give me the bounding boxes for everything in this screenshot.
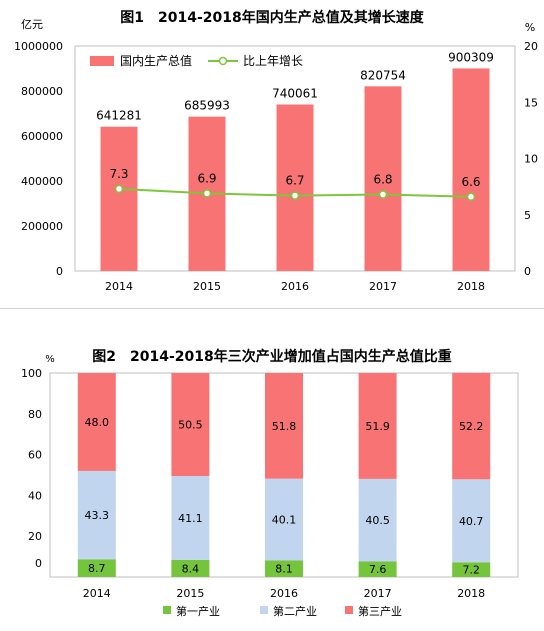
growth-value-label: 6.7	[285, 174, 304, 188]
tertiary-industry-segment	[452, 372, 491, 480]
tertiary-industry-value-label: 51.8	[272, 420, 297, 433]
primary-industry-segment	[452, 562, 491, 577]
y-axis-unit: %	[45, 354, 55, 365]
growth-point	[290, 191, 300, 200]
right-y-tick-label: 5	[524, 209, 531, 222]
left-y-tick-label: 1000000	[14, 40, 63, 53]
primary-industry-segment	[265, 560, 303, 577]
legend-tertiary-swatch	[345, 606, 353, 614]
secondary-industry-value-label: 40.5	[365, 514, 390, 527]
gdp-chart-panel: 图1 2014-2018年国内生产总值及其增长速度 亿元% 0 200000 4000…	[0, 0, 544, 310]
chart1-title: 图1 2014-2018年国内生产总值及其增长速度	[120, 10, 424, 26]
x-tick-label: 2017	[364, 587, 392, 600]
gdp-value-label: 641281	[96, 109, 142, 123]
primary-industry-value-label: 7.2	[462, 564, 480, 577]
secondary-industry-segment	[265, 478, 303, 561]
left-axis-unit: 亿元	[21, 18, 43, 31]
left-y-tick-label: 600000	[21, 130, 63, 143]
left-y-tick-label: 200000	[21, 220, 63, 233]
right-axis-unit: %	[525, 21, 535, 34]
x-tick-label: 2016	[281, 280, 309, 293]
secondary-industry-segment	[171, 476, 210, 560]
secondary-industry-segment	[452, 479, 491, 563]
gdp-bar	[100, 126, 138, 271]
legend-secondary-swatch	[260, 606, 268, 614]
tertiary-industry-value-label: 50.5	[178, 419, 203, 432]
primary-industry-segment	[171, 559, 210, 577]
x-tick-label: 2014	[105, 280, 133, 293]
left-y-tick-label: 800000	[21, 85, 63, 98]
legend-secondary-label: 第二产业	[273, 604, 317, 618]
growth-point	[202, 189, 212, 198]
x-tick-label: 2016	[270, 587, 298, 600]
industry-share-panel: 图2 2014-2018年三次产业增加值占国内生产总值比重 % 0 20 40 60 80…	[0, 340, 544, 627]
primary-industry-value-label: 8.7	[88, 562, 106, 575]
tertiary-industry-value-label: 51.9	[365, 420, 390, 433]
growth-point	[466, 192, 476, 201]
gdp-value-label: 820754	[360, 68, 406, 82]
right-y-tick-label: 20	[524, 40, 538, 53]
x-tick-label: 2014	[83, 587, 111, 600]
y-tick-label: 100	[21, 367, 42, 380]
tertiary-industry-value-label: 48.0	[85, 416, 110, 429]
legend-primary-label: 第一产业	[176, 604, 220, 618]
y-tick-label: 80	[28, 408, 42, 421]
primary-industry-value-label: 8.4	[182, 562, 200, 575]
x-tick-label: 2018	[457, 587, 485, 600]
tertiary-industry-value-label: 52.2	[459, 420, 484, 433]
gdp-growth-chart: 亿元 % 0 200000 400000 600000 800000 1000000 0 5 10 1…	[14, 18, 538, 293]
secondary-industry-value-label: 43.3	[85, 509, 110, 522]
tertiary-industry-segment	[265, 373, 303, 479]
legend-gdp-swatch	[90, 56, 114, 66]
tertiary-industry-segment	[358, 373, 397, 479]
growth-point	[114, 184, 124, 194]
growth-value-label: 7.3	[109, 167, 128, 181]
secondary-industry-value-label: 41.1	[178, 512, 203, 525]
legend-tertiary-label: 第三产业	[358, 604, 402, 618]
primary-industry-segment	[77, 559, 116, 577]
gdp-bar	[276, 104, 314, 272]
primary-industry-segment	[358, 561, 397, 577]
tertiary-industry-segment	[77, 373, 116, 471]
right-y-tick-label: 15	[524, 96, 538, 109]
legend-gdp-label: 国内生产总值	[120, 53, 192, 68]
gdp-value-label: 740061	[272, 86, 318, 100]
industry-share-chart: % 0 20 40 60 80 100 8.7 43.3 48.0 2014 8.4 41.1 50.5 2…	[21, 354, 519, 618]
growth-value-label: 6.8	[373, 173, 392, 187]
y-tick-label: 60	[28, 449, 42, 462]
secondary-industry-value-label: 40.1	[272, 514, 297, 527]
primary-industry-value-label: 8.1	[275, 563, 293, 576]
left-y-tick-label: 0	[56, 265, 63, 278]
x-tick-label: 2015	[176, 587, 204, 600]
right-y-tick-label: 0	[524, 265, 531, 278]
y-tick-label: 0	[35, 557, 42, 570]
y-tick-label: 40	[28, 489, 42, 502]
growth-point	[378, 190, 388, 199]
left-y-tick-label: 400000	[21, 175, 63, 188]
legend-growth-label: 比上年增长	[243, 54, 303, 68]
chart2-title: 图2 2014-2018年三次产业增加值占国内生产总值比重	[92, 349, 452, 365]
legend-primary-swatch	[163, 606, 171, 614]
chart-divider	[0, 308, 544, 309]
secondary-industry-segment	[358, 478, 397, 562]
gdp-bar	[452, 68, 490, 271]
x-tick-label: 2015	[193, 280, 221, 293]
x-tick-label: 2017	[369, 280, 397, 293]
y-tick-label: 20	[28, 530, 42, 543]
gdp-value-label: 900309	[448, 50, 494, 64]
gdp-value-label: 685993	[184, 99, 230, 113]
x-tick-label: 2018	[457, 280, 485, 293]
tertiary-industry-segment	[171, 373, 210, 477]
right-y-tick-label: 10	[524, 153, 538, 166]
gdp-bar	[364, 86, 402, 271]
growth-value-label: 6.6	[461, 175, 480, 189]
growth-value-label: 6.9	[197, 171, 216, 185]
legend-growth-marker	[218, 56, 228, 66]
primary-industry-value-label: 7.6	[369, 563, 387, 576]
secondary-industry-value-label: 40.7	[459, 515, 484, 528]
secondary-industry-segment	[77, 470, 116, 560]
